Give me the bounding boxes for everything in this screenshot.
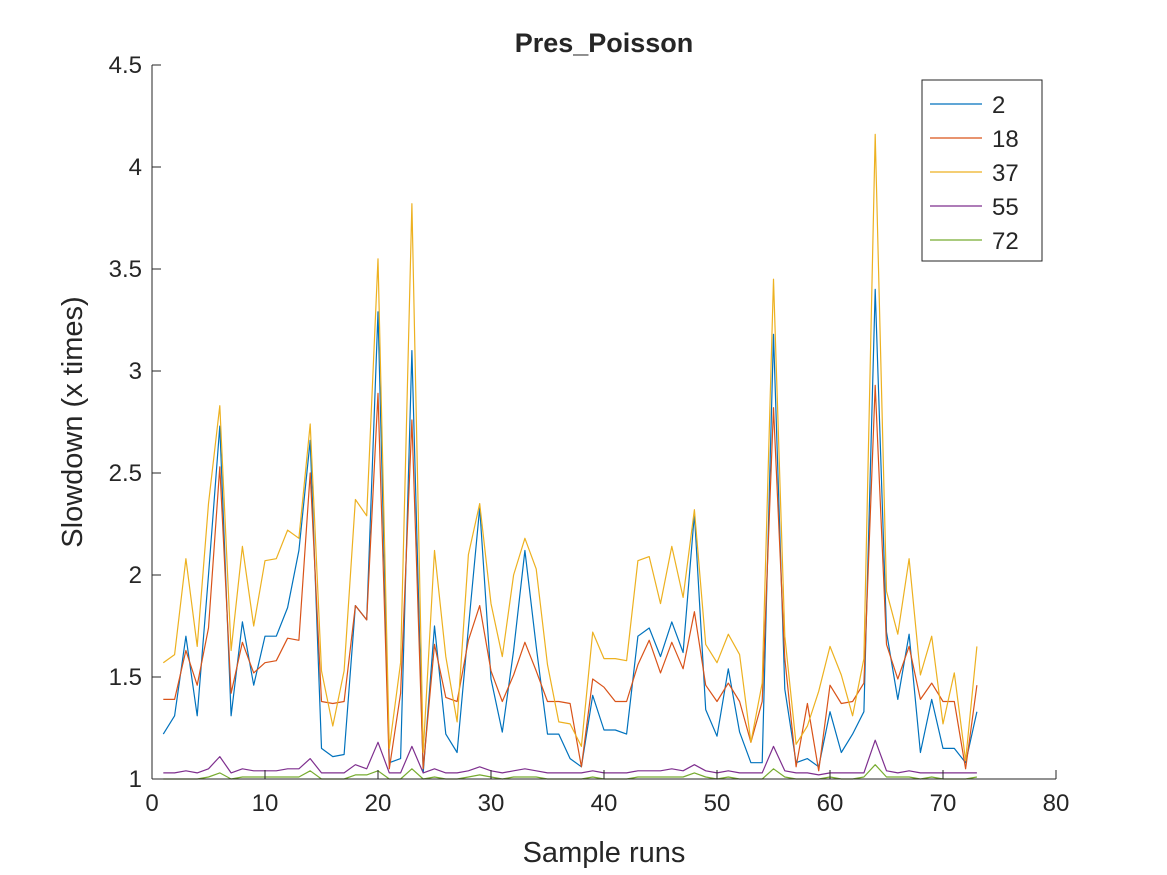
legend-label-72: 72 [992,228,1019,255]
series-line-55 [163,739,977,776]
y-tick-label: 2 [129,562,142,589]
legend-label-2: 2 [992,92,1005,119]
ticks: 0 10 20 30 40 50 60 70 80 1 1.5 2 2.5 3 3.5 4 4.5 [109,52,1070,817]
y-tick-label: 1 [129,766,142,793]
y-axis-label: Slowdown (x times) [57,296,89,547]
legend-label-18: 18 [992,126,1019,153]
chart-title: Pres_Poisson [515,28,694,58]
legend-label-37: 37 [992,160,1019,187]
series-line-18 [163,384,978,772]
x-tick-label: 60 [817,790,844,817]
series-line-37 [162,133,978,762]
legend-box [921,79,1043,262]
x-tick-label: 30 [478,790,505,817]
y-tick-label: 1.5 [109,664,142,691]
y-tick-label: 4 [129,154,142,181]
y-tick-label: 3.5 [109,256,142,283]
y-tick-label: 3 [129,358,142,385]
x-tick-label: 0 [145,790,158,817]
y-tick-label: 4.5 [109,52,142,79]
x-axis-label: Sample runs [523,837,686,869]
y-tick-label: 2.5 [109,460,142,487]
x-tick-label: 70 [930,790,957,817]
x-tick-label: 50 [704,790,731,817]
x-tick-label: 80 [1043,790,1070,817]
x-tick-label: 40 [591,790,618,817]
legend-label-55: 55 [992,194,1019,221]
x-tick-label: 20 [365,790,392,817]
series-layer [162,133,978,780]
series-line-2 [162,288,978,774]
legend: 2 18 37 55 72 [921,79,1043,262]
legend-items: 2 18 37 55 72 [930,92,1019,255]
x-tick-label: 10 [252,790,279,817]
